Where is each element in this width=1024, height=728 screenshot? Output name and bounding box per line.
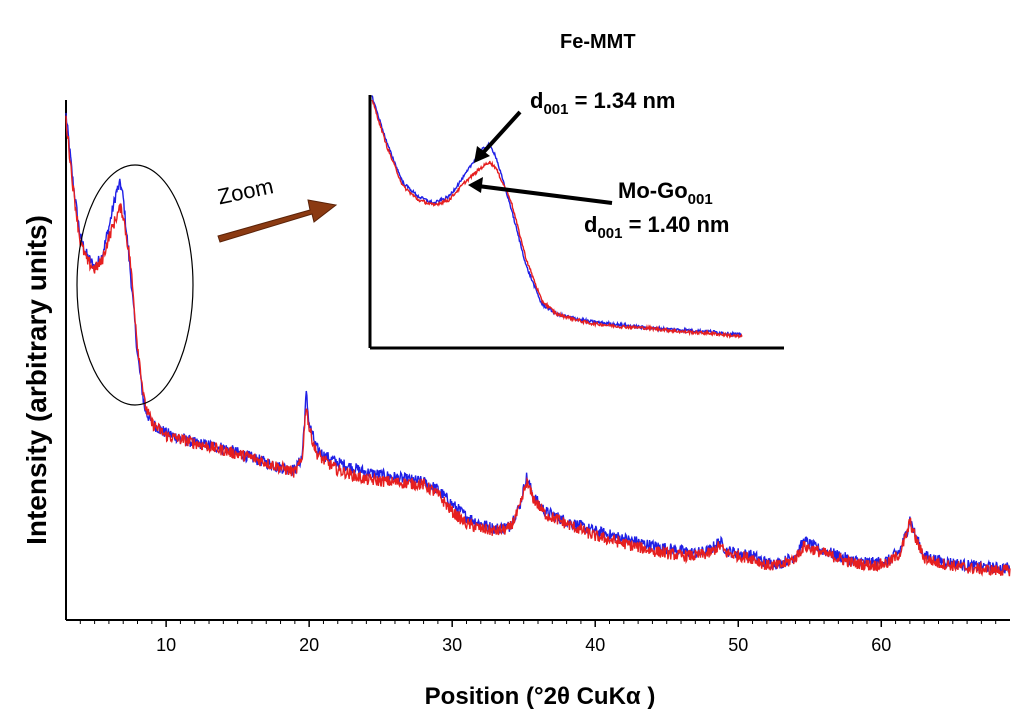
zoom-arrow-icon [217,199,338,243]
zoom-ellipse [76,164,194,406]
inset-line-mo-go [371,99,743,340]
x-axis-label: Position (°2θ CuKα ) [425,683,656,710]
y-axis-label: Intensity (arbitrary units) [21,215,52,545]
x-ticks: 10 20 30 40 50 60 [79,620,997,655]
mo-go-label: Mo-Go001 [618,178,713,208]
zoom-label: Zoom [215,173,275,209]
series-line-mo-go [65,115,1011,577]
x-tick-label: 50 [728,635,748,655]
inset-title: Fe-MMT [560,31,636,53]
mo-arrow-icon [468,177,613,205]
fe-d-annotation: d001 = 1.34 nm [530,88,676,118]
mo-d-annotation: d001 = 1.40 nm [584,212,730,242]
x-tick-label: 20 [299,635,319,655]
series-group [65,112,1011,577]
x-tick-label: 40 [585,635,605,655]
inset-plot [368,95,784,350]
inset-series-group [371,95,743,340]
x-tick-label: 30 [442,635,462,655]
x-tick-label: 10 [156,635,176,655]
x-tick-label: 60 [871,635,891,655]
fe-arrow-icon [474,110,522,163]
